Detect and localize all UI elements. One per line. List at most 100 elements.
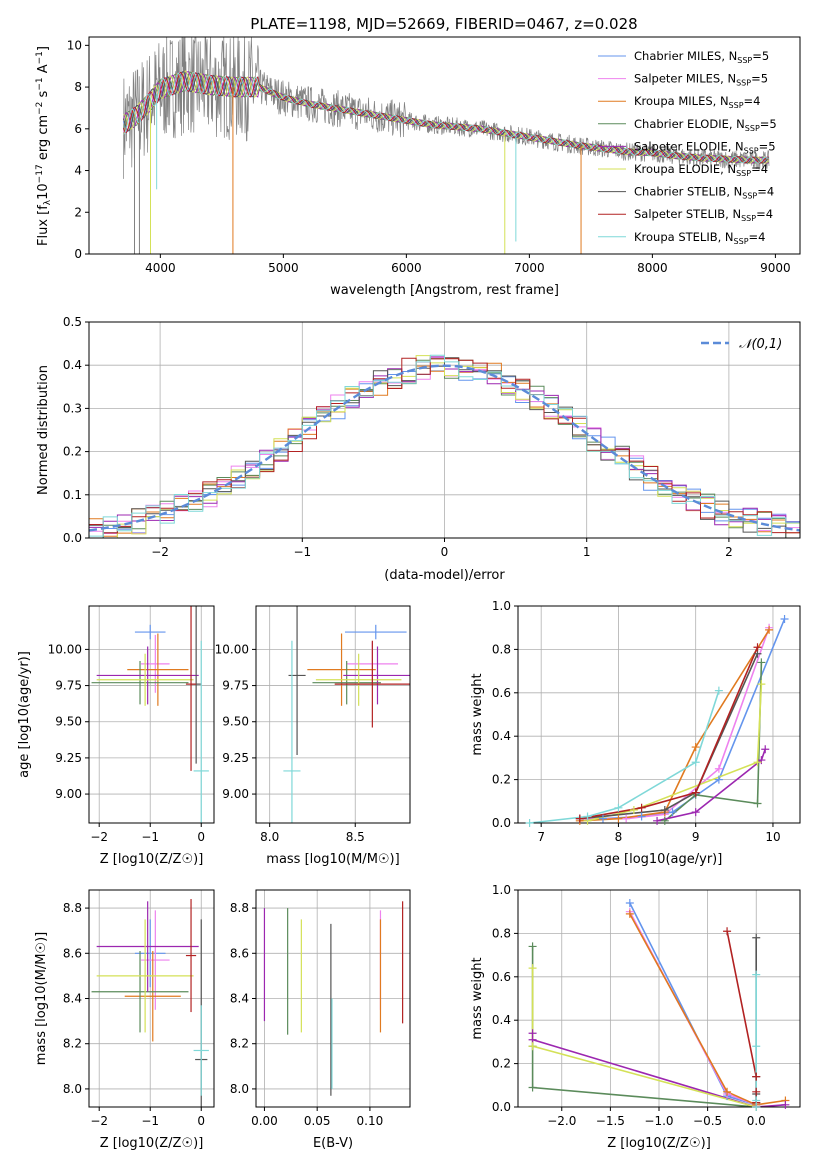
weight-marker bbox=[757, 680, 766, 689]
legend-entry: Chabrier ELODIE, NSSP=5 bbox=[634, 117, 777, 133]
weight-marker bbox=[753, 643, 762, 652]
x-axis-label: E(B-V) bbox=[313, 1136, 353, 1151]
y-tick-label: 10.00 bbox=[215, 642, 249, 656]
x-tick-label: 8 bbox=[615, 830, 623, 844]
axes-frame bbox=[517, 605, 801, 824]
x-tick-label: 10 bbox=[765, 830, 780, 844]
x-axis-label: Z [log10(Z/Z☉)] bbox=[100, 852, 204, 867]
y-tick-label: 9.50 bbox=[55, 715, 82, 729]
panel-age-vs-mass: 8.0 8.5 9.00 9.25 9.50 9.75 10.00 mass [log10(M… bbox=[215, 605, 411, 867]
y-tick-label: 0.1 bbox=[63, 488, 82, 502]
y-tick-label: 2 bbox=[74, 205, 82, 219]
weight-marker bbox=[528, 1042, 537, 1051]
weight-marker bbox=[598, 814, 607, 823]
y-tick-label: 8.0 bbox=[63, 1082, 82, 1096]
y-tick-label: 0.3 bbox=[63, 401, 82, 415]
x-tick-label: 9 bbox=[692, 830, 700, 844]
x-tick-label: −1.0 bbox=[644, 1114, 673, 1128]
y-axis-label: mass [log10(M/M☉)] bbox=[34, 932, 49, 1065]
weight-marker bbox=[714, 775, 723, 784]
weight-marker bbox=[614, 803, 623, 812]
plot-area bbox=[283, 606, 410, 823]
y-tick-label: 8.4 bbox=[63, 992, 82, 1006]
x-tick-label: 0.00 bbox=[251, 1114, 278, 1128]
y-tick-label: 8.6 bbox=[63, 946, 82, 960]
x-tick-label: −0.5 bbox=[693, 1114, 722, 1128]
weight-marker bbox=[723, 927, 732, 936]
x-tick-label: 7 bbox=[537, 830, 545, 844]
weight-marker bbox=[528, 964, 537, 973]
weight-marker bbox=[622, 814, 631, 823]
weight-marker bbox=[752, 1087, 761, 1096]
x-tick-label: −1 bbox=[141, 830, 159, 844]
y-tick-label: 1.0 bbox=[492, 883, 511, 897]
axes-frame bbox=[255, 605, 411, 824]
y-tick-label: 0.2 bbox=[492, 1057, 511, 1071]
weight-series-line bbox=[579, 646, 759, 820]
x-tick-label: 9000 bbox=[760, 261, 791, 275]
weight-marker bbox=[637, 812, 646, 821]
weight-marker bbox=[757, 658, 766, 667]
y-tick-label: 8.2 bbox=[63, 1037, 82, 1051]
weight-marker bbox=[637, 803, 646, 812]
y-tick-label: 1.0 bbox=[492, 599, 511, 613]
x-tick-label: 8.0 bbox=[260, 830, 279, 844]
y-axis-label: mass weight bbox=[470, 673, 485, 755]
y-tick-label: 0.2 bbox=[63, 445, 82, 459]
y-tick-label: 0 bbox=[74, 247, 82, 261]
x-tick-label: 1 bbox=[583, 545, 591, 559]
weight-marker bbox=[629, 805, 638, 814]
plot-area bbox=[263, 901, 404, 1096]
y-tick-label: 8 bbox=[74, 80, 82, 94]
panel-mass-vs-Z: −2 −1 0 8.0 8.2 8.4 8.6 8.8 Z [log10(Z/Z☉)] mass … bbox=[34, 889, 215, 1151]
plot-area bbox=[122, 37, 770, 254]
y-tick-label: 0.8 bbox=[492, 926, 511, 940]
weight-marker bbox=[714, 686, 723, 695]
x-tick-label: −2 bbox=[151, 545, 169, 559]
panel-spectrum: 4000 5000 6000 7000 8000 9000 0 2 4 6 8 10 wavelengt… bbox=[35, 36, 801, 298]
y-axis-label: age [log10(age/yr)] bbox=[17, 651, 32, 778]
panel-weight-vs-age: 7 8 9 10 0.0 0.2 0.4 0.6 0.8 1.0 age [log10(age/yr… bbox=[470, 599, 801, 867]
x-tick-label: 8000 bbox=[637, 261, 668, 275]
legend-entry: Salpeter ELODIE, NSSP=5 bbox=[634, 139, 776, 155]
x-tick-label: −2 bbox=[90, 1114, 108, 1128]
y-tick-label: 8.2 bbox=[230, 1037, 249, 1051]
weight-marker bbox=[753, 758, 762, 767]
weight-marker bbox=[583, 812, 592, 821]
weight-marker bbox=[525, 819, 534, 827]
legend-entry: Chabrier MILES, NSSP=5 bbox=[634, 49, 769, 65]
x-axis-label: Z [log10(Z/Z☉)] bbox=[100, 1136, 204, 1151]
model-spectrum bbox=[123, 71, 769, 164]
x-tick-label: 7000 bbox=[514, 261, 545, 275]
weight-marker bbox=[660, 805, 669, 814]
x-tick-label: 0.05 bbox=[304, 1114, 331, 1128]
weight-marker bbox=[691, 788, 700, 797]
y-tick-label: 4 bbox=[74, 164, 82, 178]
y-tick-label: 0.6 bbox=[492, 686, 511, 700]
y-tick-label: 10 bbox=[67, 38, 82, 52]
weight-marker bbox=[614, 814, 623, 823]
legend-entry: Kroupa STELIB, NSSP=4 bbox=[634, 230, 765, 246]
model-spectrum bbox=[122, 71, 769, 164]
x-tick-label: 2 bbox=[725, 545, 733, 559]
legend-entry: Kroupa MILES, NSSP=4 bbox=[634, 94, 760, 110]
weight-marker bbox=[528, 1083, 537, 1092]
weight-marker bbox=[714, 764, 723, 773]
x-tick-label: 0.10 bbox=[357, 1114, 384, 1128]
panel-age-vs-Z: −2 −1 0 9.00 9.25 9.50 9.75 10.00 Z [log10(Z/Z☉)… bbox=[17, 605, 215, 867]
weight-marker bbox=[781, 1100, 790, 1109]
weight-marker bbox=[765, 625, 774, 634]
x-tick-label: −1 bbox=[293, 545, 311, 559]
panel-mass-vs-EBV: 0.00 0.05 0.10 8.0 8.2 8.4 8.6 8.8 E(B-V) bbox=[230, 889, 411, 1151]
panel-residuals: −2 −1 0 1 2 0.0 0.1 0.2 0.3 0.4 0.5 𝒩(0,1) (data-mod… bbox=[36, 315, 801, 583]
plot-area bbox=[91, 899, 209, 1107]
y-tick-label: 0.5 bbox=[63, 315, 82, 329]
weight-marker bbox=[752, 933, 761, 942]
y-tick-label: 8.6 bbox=[230, 946, 249, 960]
weight-marker bbox=[625, 899, 634, 908]
x-tick-label: 8.5 bbox=[346, 830, 365, 844]
y-tick-label: 9.25 bbox=[222, 751, 249, 765]
y-axis-label: Flux [fλ10−17 erg cm−2 s−1 A−1] bbox=[35, 46, 53, 246]
weight-marker bbox=[668, 808, 677, 817]
y-tick-label: 9.50 bbox=[222, 715, 249, 729]
